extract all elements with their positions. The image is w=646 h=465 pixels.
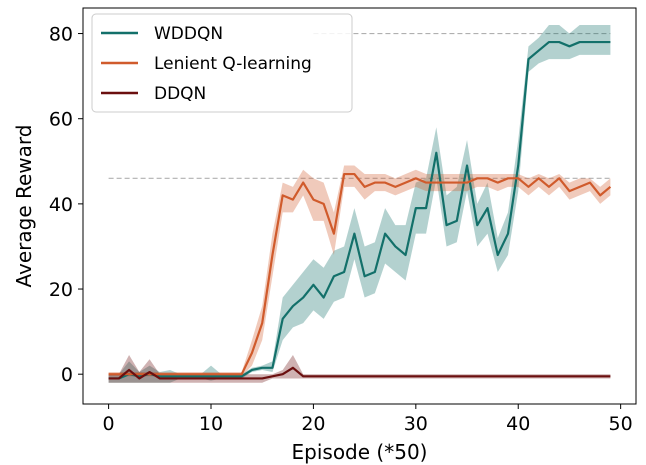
legend: WDDQN Lenient Q-learning DDQN: [91, 13, 353, 113]
reference-lines: [108, 32, 611, 179]
y-tick-label: 40: [49, 194, 73, 216]
series-line-ddqn: [108, 366, 611, 380]
y-axis-label: Average Reward: [12, 125, 36, 288]
x-axis-ticks: 0 10 20 30 40 50: [103, 404, 633, 435]
x-tick-label: 50: [609, 413, 633, 435]
series-line-wddqn: [108, 40, 611, 380]
x-tick-label: 40: [506, 413, 530, 435]
band-wddqn: [108, 25, 611, 383]
x-axis-label: Episode (*50): [292, 440, 428, 464]
y-tick-label: 80: [49, 24, 73, 46]
legend-label-wddqn: WDDQN: [154, 24, 223, 44]
series-lines: [108, 40, 612, 380]
series-line-lenient-q-learning: [108, 172, 612, 376]
legend-label-ddqn: DDQN: [154, 84, 206, 104]
band-lenient-q-learning: [108, 165, 611, 377]
x-tick-label: 0: [103, 413, 115, 435]
y-axis-ticks: 0 20 40 60 80: [49, 24, 83, 386]
legend-label-lenient-q-learning: Lenient Q-learning: [154, 54, 312, 74]
x-tick-label: 20: [301, 413, 325, 435]
y-tick-label: 0: [61, 364, 73, 386]
x-tick-label: 10: [199, 413, 223, 435]
x-tick-label: 30: [404, 413, 428, 435]
plot-frame: [82, 7, 637, 405]
y-tick-label: 20: [49, 279, 73, 301]
legend-box: [91, 13, 353, 113]
y-tick-label: 60: [49, 109, 73, 131]
